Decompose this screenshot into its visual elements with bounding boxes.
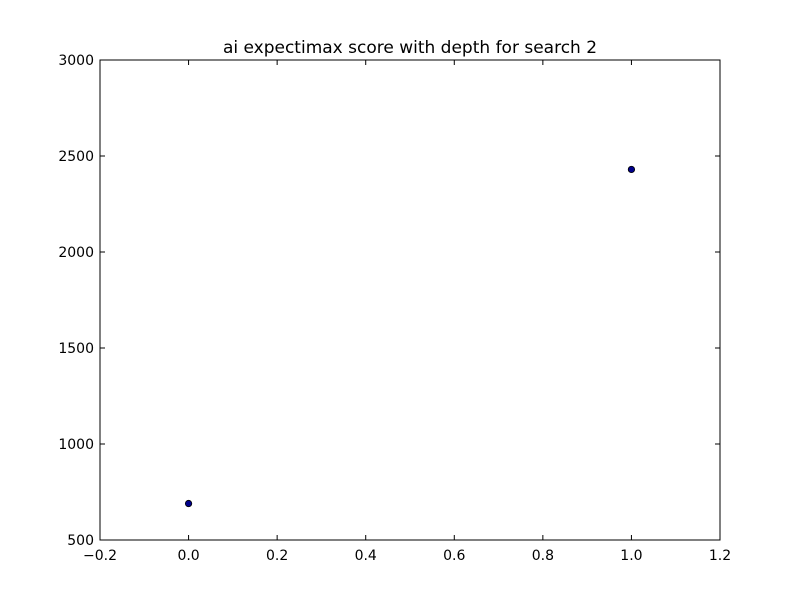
axis-ticks: −0.2 0.0 0.2 0.4 0.6 0.8 1.0 1.2 500 1000 1500 2000… xyxy=(58,53,731,564)
chart-title: ai expectimax score with depth for searc… xyxy=(223,38,597,58)
y-tick-label: 3000 xyxy=(58,53,94,69)
y-tick-label: 500 xyxy=(67,533,94,549)
x-tick-label: 1.2 xyxy=(709,548,731,564)
data-point xyxy=(627,165,636,174)
x-tick-label: 0.2 xyxy=(266,548,288,564)
data-points xyxy=(184,165,636,508)
x-tick-label: 0.0 xyxy=(177,548,199,564)
x-tick-label: 0.6 xyxy=(443,548,465,564)
y-tick-label: 2000 xyxy=(58,245,94,261)
x-tick-label: 1.0 xyxy=(620,548,642,564)
y-tick-label: 1000 xyxy=(58,437,94,453)
y-tick-label: 1500 xyxy=(58,341,94,357)
x-tick-label: 0.8 xyxy=(532,548,554,564)
y-tick-label: 2500 xyxy=(58,149,94,165)
data-point xyxy=(184,499,193,508)
x-tick-label: 0.4 xyxy=(355,548,377,564)
x-tick-label: −0.2 xyxy=(83,548,117,564)
plot-area xyxy=(99,59,721,541)
